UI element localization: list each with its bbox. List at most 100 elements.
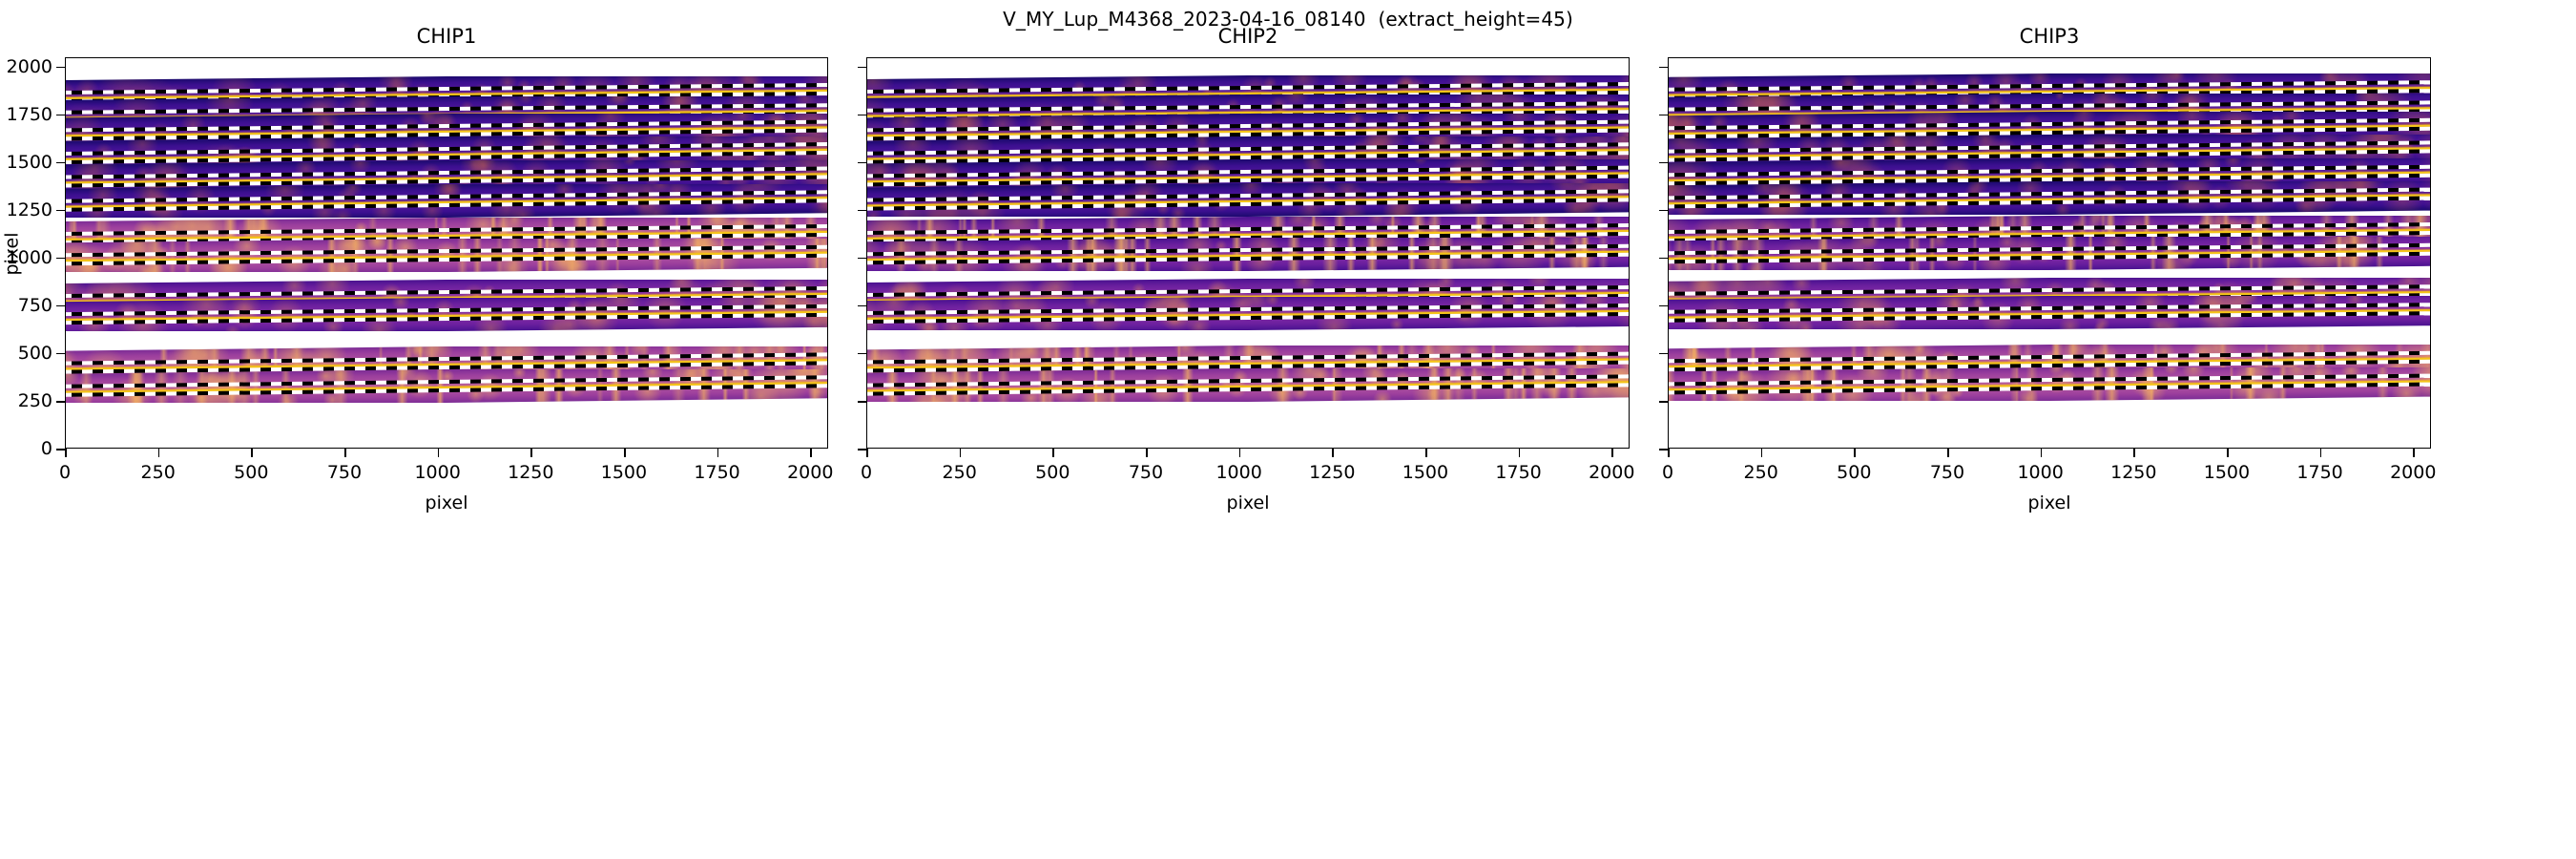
x-axis-tick-label: 0 bbox=[860, 462, 873, 483]
x-axis-tick-label: 1750 bbox=[2296, 462, 2343, 483]
x-axis-tick bbox=[2319, 449, 2322, 457]
y-axis-tick bbox=[1659, 400, 1668, 403]
spectral-order-band bbox=[1669, 181, 2430, 216]
spectral-order-band bbox=[867, 368, 1629, 403]
y-axis-tick-label: 1500 bbox=[6, 151, 52, 173]
x-axis-tick-label: 1500 bbox=[2203, 462, 2251, 483]
x-axis-tick bbox=[1854, 449, 1856, 457]
y-axis-tick bbox=[56, 114, 65, 116]
y-axis-tick-label: 1250 bbox=[6, 199, 52, 220]
x-axis-tick-label: 250 bbox=[1743, 462, 1778, 483]
y-axis-tick bbox=[858, 352, 866, 355]
y-axis-tick bbox=[1659, 66, 1668, 69]
x-axis-tick bbox=[437, 449, 440, 457]
y-axis-tick bbox=[858, 304, 866, 307]
y-axis-tick bbox=[1659, 449, 1668, 450]
x-axis-tick bbox=[343, 449, 346, 457]
x-axis-tick-label: 0 bbox=[1661, 462, 1674, 483]
x-axis-tick bbox=[65, 449, 67, 457]
panel-chip2: CHIP2 0 250 500 750 1000 1250 1500 1750 2000 pixel bbox=[858, 25, 1634, 513]
y-axis-tick bbox=[56, 66, 65, 69]
y-axis-tick-label: 1000 bbox=[6, 246, 52, 268]
spectral-order-band bbox=[66, 369, 827, 404]
panel-chip1: CHIP1 0 250 500 750 1000 1250 1500 1750 2000 0 250 5… bbox=[1, 25, 833, 513]
y-axis-tick-label: 500 bbox=[17, 342, 52, 364]
y-axis-tick bbox=[858, 449, 866, 450]
x-axis-tick bbox=[2133, 449, 2135, 457]
x-axis-tick bbox=[1518, 449, 1521, 457]
y-axis-tick bbox=[1659, 352, 1668, 355]
x-axis-tick bbox=[1238, 449, 1241, 457]
x-axis-tick bbox=[1145, 449, 1148, 457]
x-axis-tick bbox=[623, 449, 626, 457]
x-axis-tick-label: 0 bbox=[58, 462, 72, 483]
x-axis-tick-label: 1500 bbox=[600, 462, 648, 483]
y-axis-tick bbox=[56, 209, 65, 212]
x-axis-tick-label: 1250 bbox=[1309, 462, 1356, 483]
x-axis-tick bbox=[1332, 449, 1334, 457]
y-axis-tick-label: 750 bbox=[17, 294, 52, 316]
y-axis-tick bbox=[1659, 209, 1668, 212]
y-axis-tick bbox=[56, 304, 65, 307]
x-axis-label: pixel bbox=[1226, 492, 1270, 513]
y-axis-tick bbox=[858, 114, 866, 116]
plot-area-chip1 bbox=[65, 57, 828, 449]
x-axis-tick bbox=[1946, 449, 1949, 457]
y-axis-tick bbox=[1659, 304, 1668, 307]
x-axis-tick-label: 2000 bbox=[1589, 462, 1635, 483]
x-axis-tick bbox=[2040, 449, 2043, 457]
y-axis-tick bbox=[858, 209, 866, 212]
y-axis-tick bbox=[1659, 257, 1668, 260]
y-axis-tick bbox=[858, 66, 866, 69]
x-axis-tick-label: 1000 bbox=[414, 462, 461, 483]
x-axis-tick-label: 2000 bbox=[2390, 462, 2437, 483]
x-axis-tick bbox=[251, 449, 253, 457]
plot-area-chip2 bbox=[866, 57, 1630, 449]
y-axis-tick bbox=[858, 400, 866, 403]
y-axis-tick-label: 250 bbox=[17, 389, 52, 411]
y-axis-tick-label: 1750 bbox=[6, 103, 52, 125]
x-axis-tick bbox=[1760, 449, 1763, 457]
x-axis-tick bbox=[2413, 449, 2415, 457]
spectral-order-band bbox=[1669, 236, 2430, 270]
spectral-order-band bbox=[1669, 367, 2430, 401]
panel-chip3: CHIP3 0 250 500 750 1000 1250 1500 1750 2000 pixel bbox=[1659, 25, 2436, 513]
x-axis-tick-label: 500 bbox=[1837, 462, 1872, 483]
y-axis-tick bbox=[56, 161, 65, 164]
y-axis-tick bbox=[1659, 114, 1668, 116]
x-axis-tick bbox=[810, 449, 812, 457]
x-axis-tick-label: 1250 bbox=[508, 462, 554, 483]
x-axis-tick-label: 1250 bbox=[2110, 462, 2157, 483]
x-axis-tick-label: 250 bbox=[942, 462, 977, 483]
x-axis-tick-label: 750 bbox=[326, 462, 363, 483]
x-axis-label: pixel bbox=[2027, 492, 2071, 513]
x-axis-tick-label: 250 bbox=[140, 462, 176, 483]
y-axis-tick bbox=[1659, 161, 1668, 164]
y-axis-tick bbox=[858, 161, 866, 164]
y-axis-tick-label: 0 bbox=[40, 438, 52, 459]
x-axis-tick-label: 750 bbox=[1929, 462, 1965, 483]
panel-title-chip3: CHIP3 bbox=[2019, 25, 2080, 48]
x-axis-tick-label: 1500 bbox=[1402, 462, 1449, 483]
x-axis-tick bbox=[1611, 449, 1613, 457]
x-axis-tick bbox=[959, 449, 962, 457]
x-axis-tick bbox=[157, 449, 160, 457]
x-axis-tick bbox=[1424, 449, 1427, 457]
y-axis-tick bbox=[56, 400, 65, 403]
x-axis-tick bbox=[1668, 449, 1670, 457]
x-axis-tick-label: 1750 bbox=[694, 462, 740, 483]
y-axis-tick-label: 2000 bbox=[6, 55, 52, 77]
spectral-order-band bbox=[66, 238, 827, 272]
x-axis-tick-label: 1750 bbox=[1495, 462, 1542, 483]
spectral-order-band bbox=[867, 237, 1629, 271]
x-axis-tick-label: 2000 bbox=[787, 462, 834, 483]
x-axis-tick bbox=[2226, 449, 2229, 457]
y-axis-tick bbox=[56, 257, 65, 260]
panel-title-chip1: CHIP1 bbox=[416, 25, 477, 48]
y-axis-tick bbox=[56, 449, 65, 450]
panel-title-chip2: CHIP2 bbox=[1217, 25, 1278, 48]
x-axis-label: pixel bbox=[425, 492, 468, 513]
y-axis-tick bbox=[56, 352, 65, 355]
x-axis-tick-label: 500 bbox=[234, 462, 269, 483]
